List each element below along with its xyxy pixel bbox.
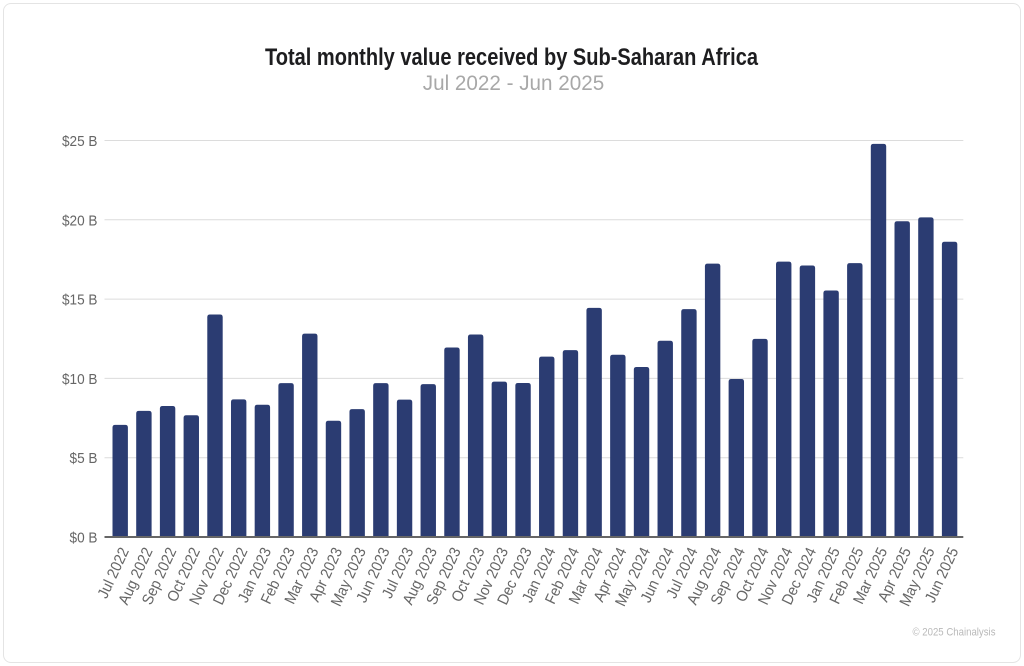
svg-text:Jul 2022 - Jun 2025: Jul 2022 - Jun 2025 [423, 72, 605, 95]
svg-text:$10 B: $10 B [62, 371, 98, 388]
svg-text:Total monthly value received b: Total monthly value received by Sub-Saha… [265, 44, 759, 71]
svg-text:$0 B: $0 B [70, 530, 98, 547]
svg-text:$5 B: $5 B [70, 450, 98, 467]
svg-text:$25 B: $25 B [62, 133, 98, 150]
svg-text:$15 B: $15 B [62, 292, 98, 309]
svg-text:$20 B: $20 B [62, 212, 98, 229]
svg-text:© 2025 Chainalysis: © 2025 Chainalysis [913, 627, 996, 639]
